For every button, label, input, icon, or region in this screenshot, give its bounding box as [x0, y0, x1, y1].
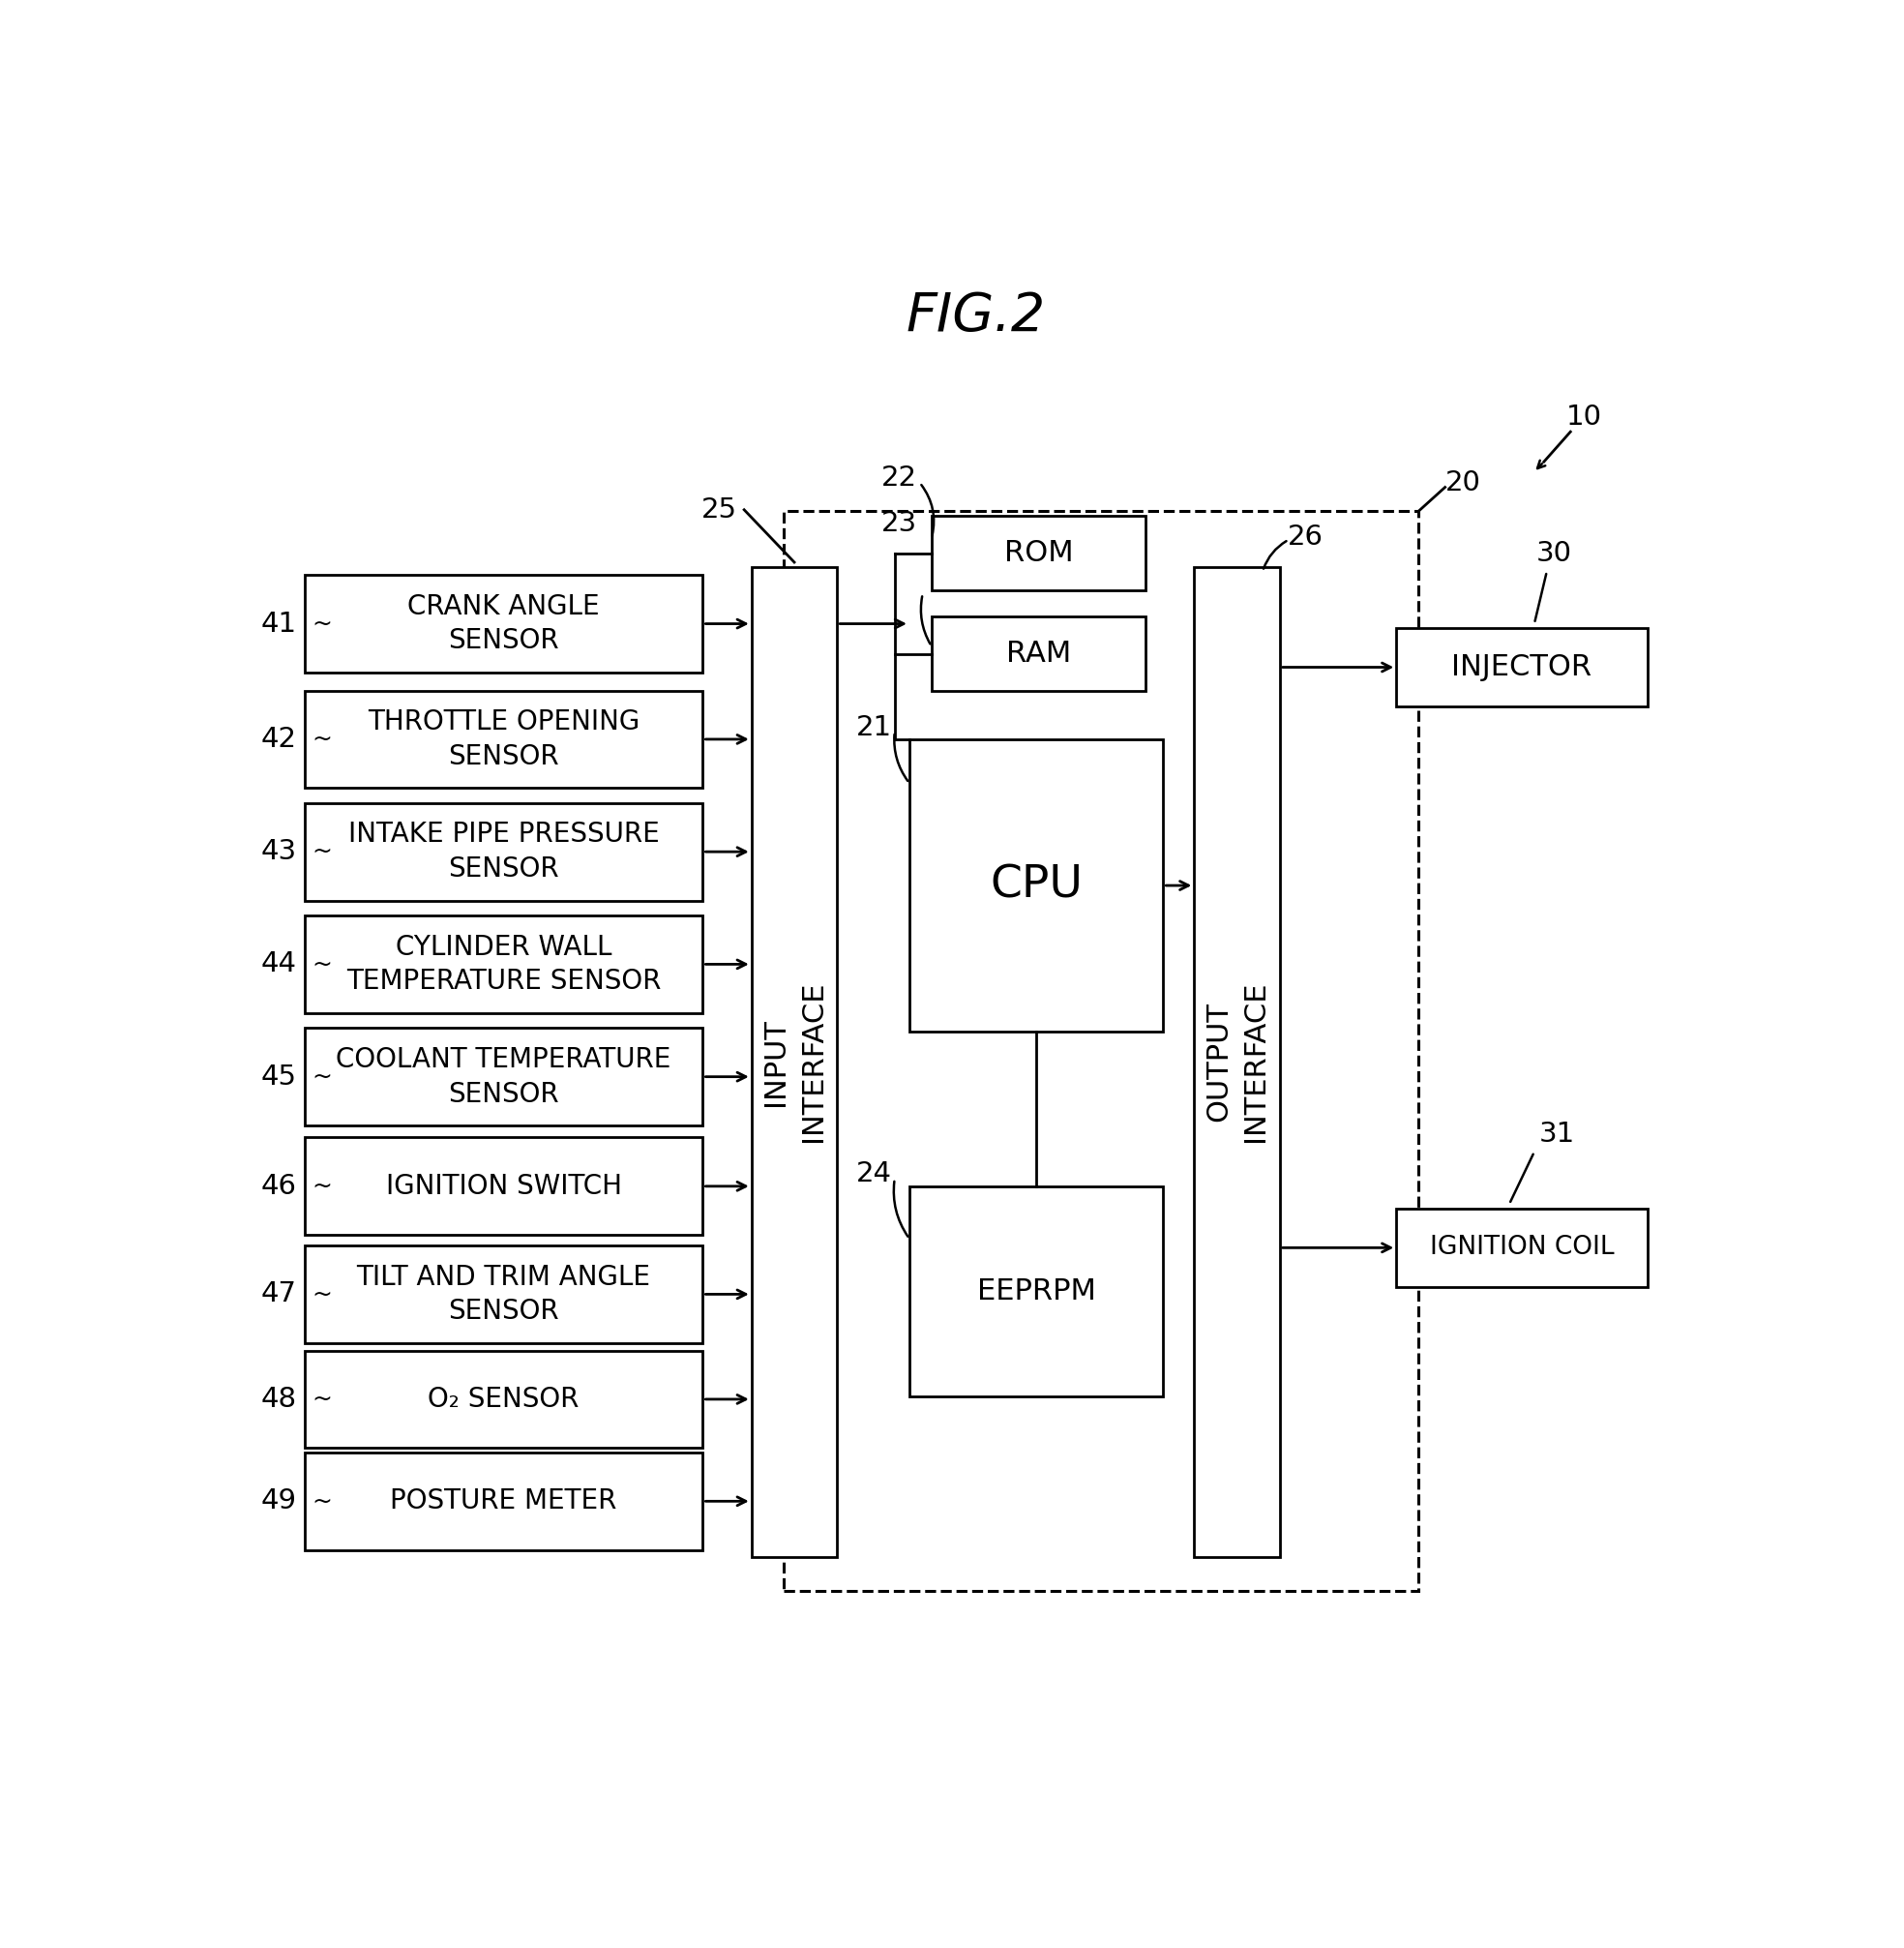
Text: THROTTLE OPENING
SENSOR: THROTTLE OPENING SENSOR	[367, 709, 640, 769]
Text: 45: 45	[261, 1064, 297, 1091]
Bar	[752, 567, 838, 1556]
Text: POSTURE METER: POSTURE METER	[390, 1488, 617, 1516]
Text: ROM: ROM	[1003, 540, 1074, 567]
Text: RAM: RAM	[1005, 639, 1072, 668]
Text: CPU: CPU	[990, 863, 1083, 908]
Text: 25: 25	[701, 497, 737, 524]
Bar	[910, 738, 1163, 1032]
Bar	[1396, 629, 1647, 707]
Text: 49: 49	[261, 1488, 297, 1516]
Text: IGNITION SWITCH: IGNITION SWITCH	[387, 1173, 621, 1200]
Bar	[1194, 567, 1279, 1556]
Bar	[931, 516, 1146, 590]
Text: 21: 21	[855, 713, 891, 740]
Bar	[305, 1350, 703, 1447]
Text: ~: ~	[312, 1387, 331, 1410]
Text: 26: 26	[1287, 524, 1323, 549]
Bar	[784, 510, 1418, 1592]
Text: 43: 43	[261, 838, 297, 865]
Bar	[305, 803, 703, 900]
Text: 31: 31	[1540, 1120, 1575, 1147]
Text: COOLANT TEMPERATURE
SENSOR: COOLANT TEMPERATURE SENSOR	[335, 1046, 672, 1108]
Bar	[1396, 1208, 1647, 1288]
Text: ~: ~	[312, 729, 331, 750]
Text: TILT AND TRIM ANGLE
SENSOR: TILT AND TRIM ANGLE SENSOR	[356, 1264, 651, 1325]
Text: INJECTOR: INJECTOR	[1451, 653, 1592, 682]
Text: 41: 41	[261, 610, 297, 637]
Bar	[931, 616, 1146, 692]
Text: ~: ~	[312, 1175, 331, 1198]
Text: INTAKE PIPE PRESSURE
SENSOR: INTAKE PIPE PRESSURE SENSOR	[348, 820, 659, 882]
Text: ~: ~	[312, 840, 331, 863]
Bar	[305, 575, 703, 672]
Text: ~: ~	[312, 1490, 331, 1514]
Text: 24: 24	[857, 1161, 891, 1188]
Text: IGNITION COIL: IGNITION COIL	[1430, 1235, 1615, 1260]
Text: 47: 47	[261, 1280, 297, 1307]
Text: ~: ~	[312, 1066, 331, 1089]
Text: ~: ~	[312, 1282, 331, 1305]
Text: ~: ~	[312, 953, 331, 976]
Bar	[305, 1029, 703, 1126]
Text: 44: 44	[261, 951, 297, 978]
Text: 10: 10	[1567, 403, 1601, 431]
Text: 30: 30	[1537, 540, 1573, 567]
Text: INPUT
INTERFACE: INPUT INTERFACE	[762, 982, 826, 1142]
Text: CRANK ANGLE
SENSOR: CRANK ANGLE SENSOR	[407, 592, 600, 655]
Bar	[305, 690, 703, 789]
Bar	[305, 1138, 703, 1235]
Text: 46: 46	[261, 1173, 297, 1200]
Text: EEPRPM: EEPRPM	[977, 1278, 1095, 1305]
Text: 20: 20	[1445, 469, 1481, 497]
Text: 42: 42	[261, 727, 297, 752]
Bar	[305, 1453, 703, 1551]
Bar	[305, 916, 703, 1013]
Text: 23: 23	[882, 510, 918, 538]
Text: CYLINDER WALL
TEMPERATURE SENSOR: CYLINDER WALL TEMPERATURE SENSOR	[347, 933, 661, 995]
Text: 48: 48	[261, 1385, 297, 1412]
Text: O₂ SENSOR: O₂ SENSOR	[428, 1385, 579, 1412]
Bar	[305, 1245, 703, 1342]
Text: FIG.2: FIG.2	[906, 290, 1045, 343]
Bar	[910, 1186, 1163, 1397]
Text: 22: 22	[882, 466, 918, 491]
Text: OUTPUT
INTERFACE: OUTPUT INTERFACE	[1205, 982, 1270, 1142]
Text: ~: ~	[312, 612, 331, 635]
